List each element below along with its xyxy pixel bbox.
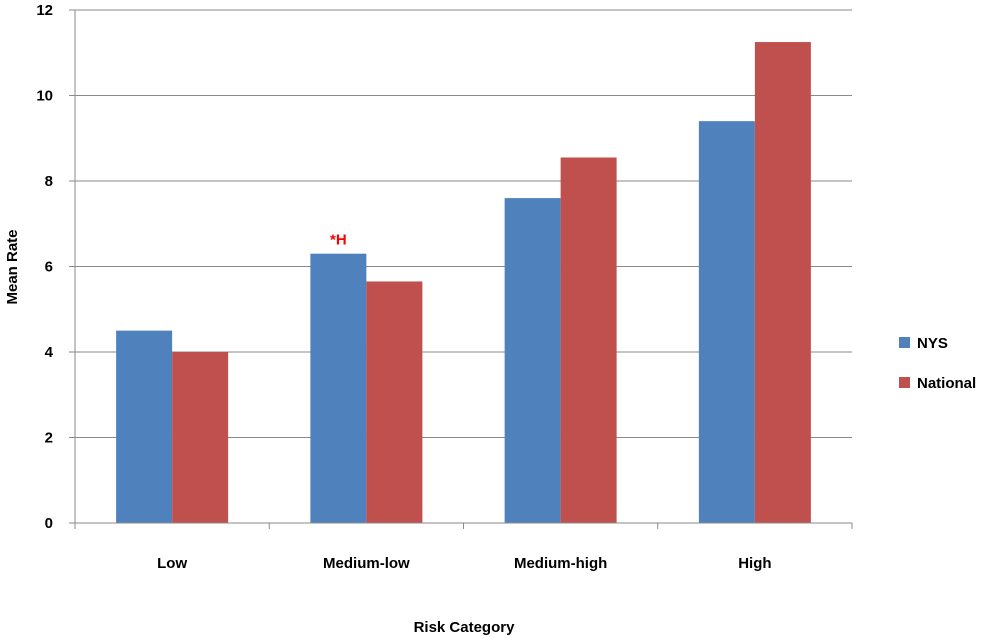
legend-label-nys: NYS [917, 335, 948, 352]
y-tick-label: 0 [45, 515, 53, 532]
x-axis-title: Risk Category [414, 619, 516, 636]
y-tick-label: 12 [36, 2, 53, 19]
legend-label-national: National [917, 375, 976, 392]
tick-labels: 0 2 4 6 8 10 12 Low Medium-low Medium-high High [36, 2, 771, 572]
x-tick-label: High [738, 555, 771, 572]
significance-annotation: *H [330, 232, 347, 249]
bar-nys-low [116, 330, 173, 523]
bar-national-low [172, 352, 229, 523]
axes [69, 9, 853, 529]
y-tick-label: 2 [45, 430, 53, 447]
legend-swatch-national [899, 377, 910, 388]
bar-nys-medium-high [504, 198, 561, 523]
bar-national-medium-high [560, 157, 617, 524]
legend: NYS National [899, 335, 976, 392]
y-tick-label: 4 [45, 344, 54, 361]
bars [116, 42, 811, 524]
bar-nys-high [698, 121, 755, 524]
bar-national-high [754, 42, 811, 523]
bar-nys-medium-low [310, 253, 367, 524]
x-tick-label: Medium-high [514, 555, 607, 572]
y-tick-label: 6 [45, 259, 53, 276]
y-tick-label: 8 [45, 173, 53, 190]
y-axis-title: Mean Rate [4, 229, 21, 304]
legend-swatch-nys [899, 337, 910, 348]
annotations: *H [330, 232, 347, 249]
y-tick-label: 10 [36, 88, 53, 105]
x-tick-label: Medium-low [323, 555, 410, 572]
bar-national-medium-low [366, 281, 423, 523]
x-tick-label: Low [157, 555, 187, 572]
